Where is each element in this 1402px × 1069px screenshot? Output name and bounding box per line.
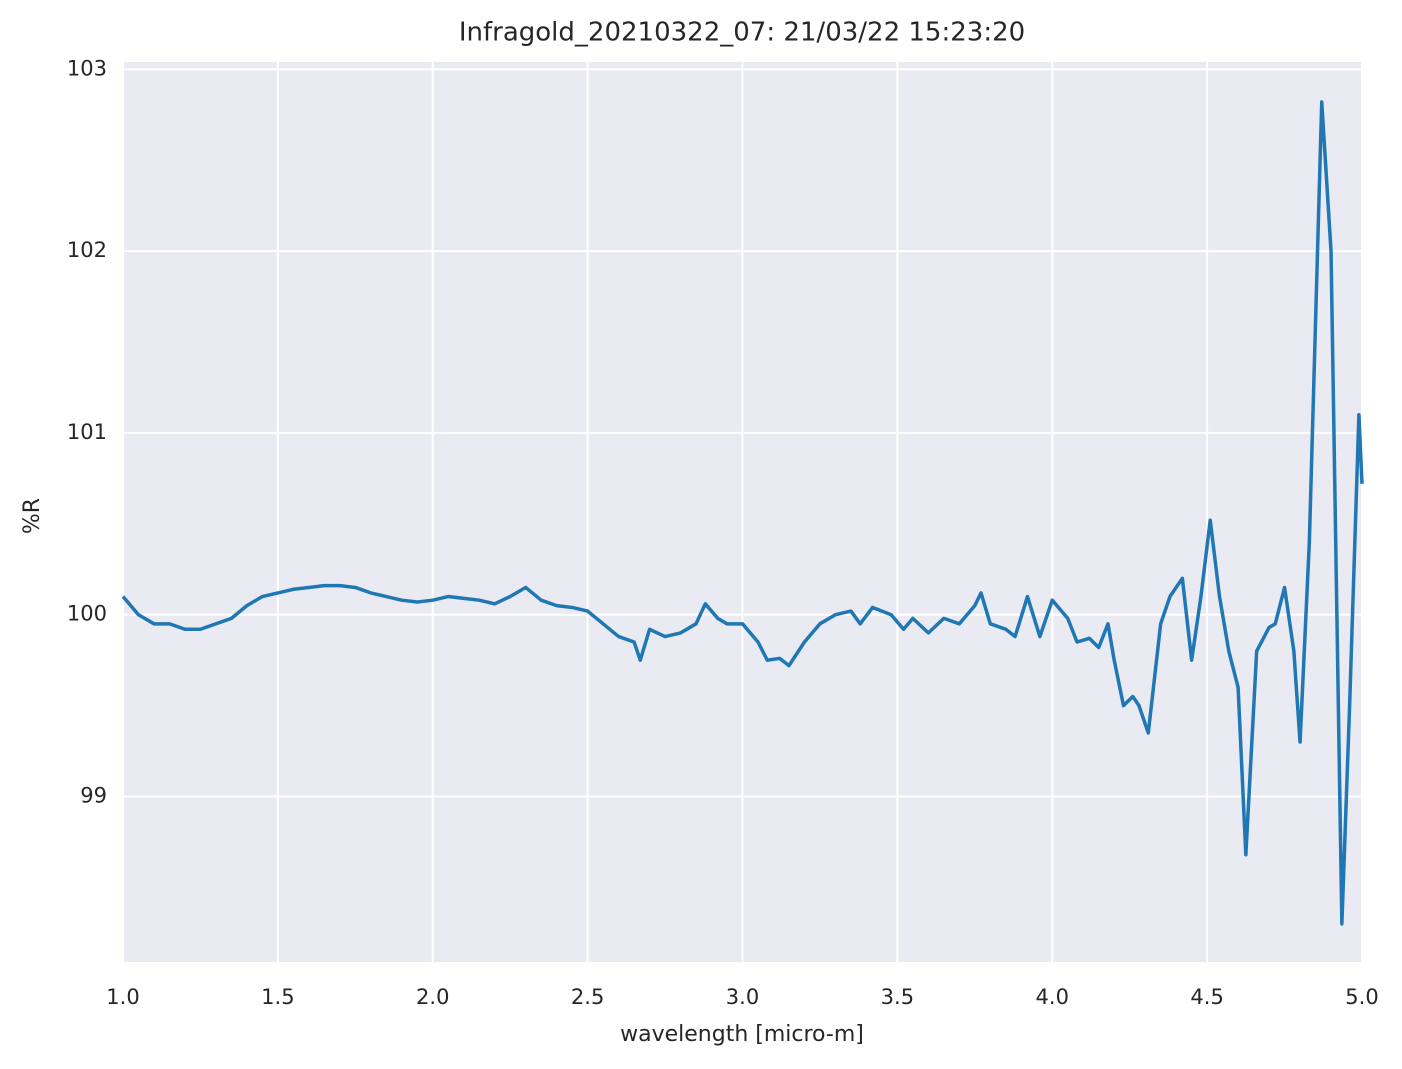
x-tick-label: 4.0 bbox=[1036, 985, 1069, 1009]
x-tick-label: 2.5 bbox=[571, 985, 604, 1009]
x-tick-label: 4.5 bbox=[1190, 985, 1223, 1009]
y-tick-label: 103 bbox=[67, 56, 107, 80]
y-axis-label: %R bbox=[20, 498, 45, 534]
y-tick-label: 101 bbox=[67, 420, 107, 444]
chart-title: Infragold_20210322_07: 21/03/22 15:23:20 bbox=[459, 18, 1025, 48]
y-tick-label: 102 bbox=[67, 238, 107, 262]
x-tick-label: 3.5 bbox=[881, 985, 914, 1009]
data-line bbox=[121, 100, 1364, 926]
x-tick-label: 1.5 bbox=[261, 985, 294, 1009]
x-tick-label: 1.0 bbox=[106, 985, 139, 1009]
y-tick-label: 99 bbox=[80, 784, 107, 808]
x-tick-label: 3.0 bbox=[726, 985, 759, 1009]
x-axis-label: wavelength [micro-m] bbox=[620, 1022, 864, 1047]
y-tick-label: 100 bbox=[67, 602, 107, 626]
x-tick-label: 2.0 bbox=[416, 985, 449, 1009]
x-tick-label: 5.0 bbox=[1345, 985, 1378, 1009]
